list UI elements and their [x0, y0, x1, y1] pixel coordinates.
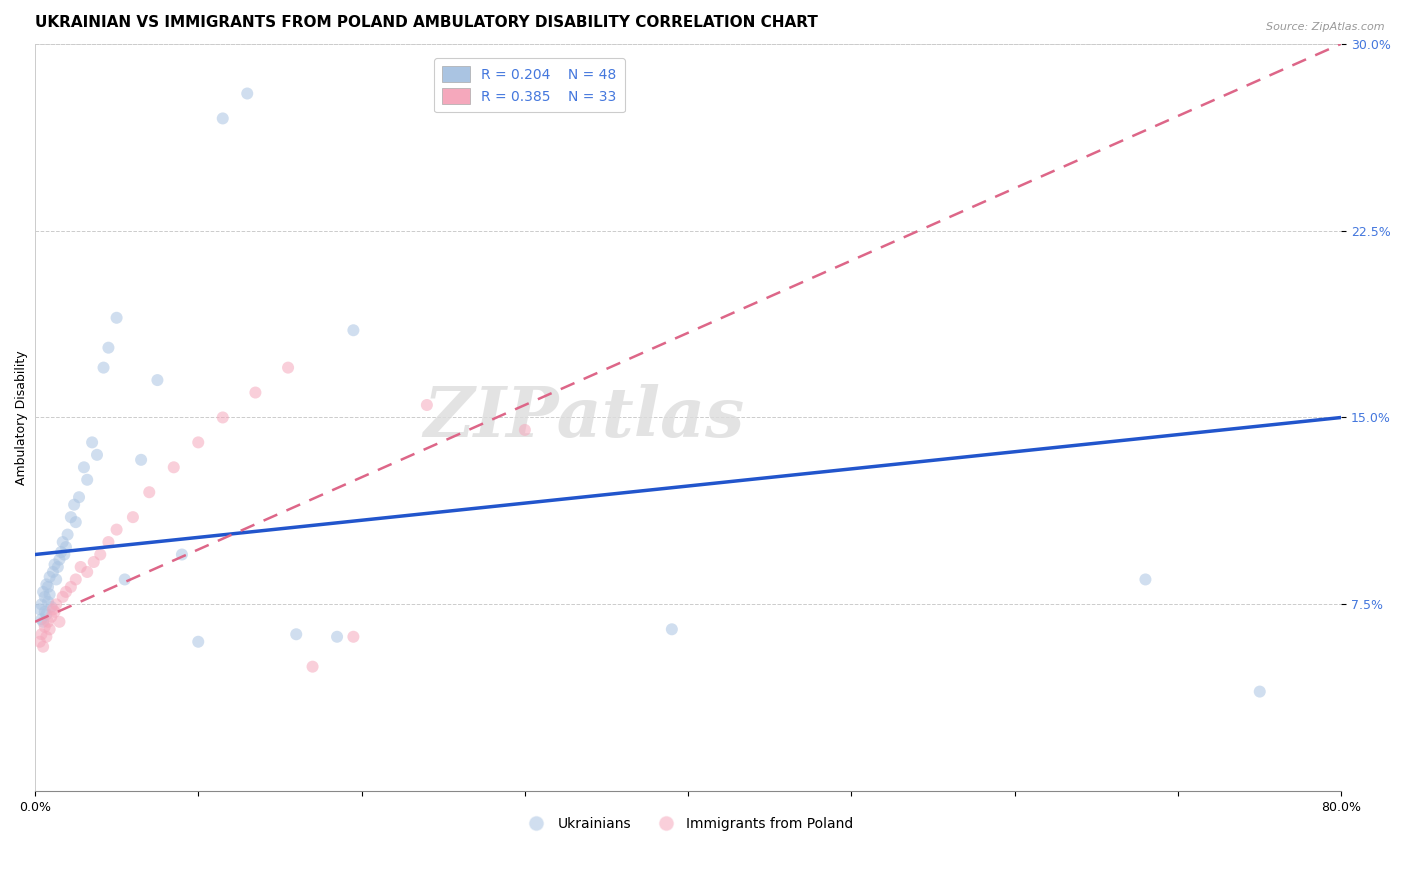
Point — [513, 423, 536, 437]
Point — [245, 385, 267, 400]
Point — [170, 548, 193, 562]
Point — [187, 435, 209, 450]
Point — [416, 398, 439, 412]
Point — [37, 580, 59, 594]
Point — [59, 580, 82, 594]
Point — [1135, 573, 1157, 587]
Point — [63, 498, 86, 512]
Point — [146, 373, 169, 387]
Point — [38, 587, 60, 601]
Point — [76, 473, 98, 487]
Point — [38, 570, 60, 584]
Y-axis label: Ambulatory Disability: Ambulatory Disability — [15, 351, 28, 484]
Point — [83, 555, 105, 569]
Point — [45, 573, 67, 587]
Point — [49, 545, 72, 559]
Point — [38, 622, 60, 636]
Point — [76, 565, 98, 579]
Point — [42, 602, 65, 616]
Point — [48, 552, 70, 566]
Point — [93, 360, 115, 375]
Point — [44, 605, 66, 619]
Point — [105, 523, 128, 537]
Point — [326, 630, 349, 644]
Point — [211, 112, 233, 126]
Point — [342, 630, 364, 644]
Point — [67, 490, 90, 504]
Point — [73, 460, 96, 475]
Point — [35, 577, 58, 591]
Point — [34, 590, 56, 604]
Point — [97, 341, 120, 355]
Point — [52, 590, 75, 604]
Legend: Ukrainians, Immigrants from Poland: Ukrainians, Immigrants from Poland — [517, 812, 859, 837]
Point — [44, 558, 66, 572]
Point — [55, 585, 77, 599]
Point — [138, 485, 160, 500]
Point — [52, 535, 75, 549]
Point — [97, 535, 120, 549]
Point — [30, 612, 52, 626]
Text: ZIPatlas: ZIPatlas — [423, 384, 744, 451]
Point — [122, 510, 145, 524]
Point — [82, 435, 104, 450]
Point — [56, 527, 79, 541]
Point — [30, 627, 52, 641]
Point — [28, 634, 51, 648]
Point — [105, 310, 128, 325]
Point — [35, 630, 58, 644]
Point — [236, 87, 259, 101]
Point — [39, 610, 62, 624]
Point — [35, 607, 58, 622]
Point — [163, 460, 186, 475]
Point — [28, 602, 51, 616]
Point — [277, 360, 299, 375]
Point — [32, 585, 55, 599]
Point — [45, 598, 67, 612]
Point — [69, 560, 91, 574]
Point — [65, 515, 87, 529]
Point — [42, 565, 65, 579]
Point — [37, 595, 59, 609]
Point — [30, 598, 52, 612]
Point — [301, 659, 323, 673]
Point — [285, 627, 308, 641]
Point — [55, 540, 77, 554]
Point — [342, 323, 364, 337]
Point — [34, 620, 56, 634]
Point — [661, 622, 683, 636]
Point — [39, 599, 62, 614]
Point — [59, 510, 82, 524]
Point — [32, 640, 55, 654]
Point — [53, 548, 76, 562]
Point — [1249, 684, 1271, 698]
Point — [65, 573, 87, 587]
Text: Source: ZipAtlas.com: Source: ZipAtlas.com — [1267, 22, 1385, 32]
Point — [37, 615, 59, 629]
Point — [34, 605, 56, 619]
Point — [32, 615, 55, 629]
Text: UKRAINIAN VS IMMIGRANTS FROM POLAND AMBULATORY DISABILITY CORRELATION CHART: UKRAINIAN VS IMMIGRANTS FROM POLAND AMBU… — [35, 15, 818, 30]
Point — [129, 453, 152, 467]
Point — [114, 573, 136, 587]
Point — [48, 615, 70, 629]
Point — [86, 448, 108, 462]
Point — [211, 410, 233, 425]
Point — [46, 560, 69, 574]
Point — [89, 548, 111, 562]
Point — [187, 634, 209, 648]
